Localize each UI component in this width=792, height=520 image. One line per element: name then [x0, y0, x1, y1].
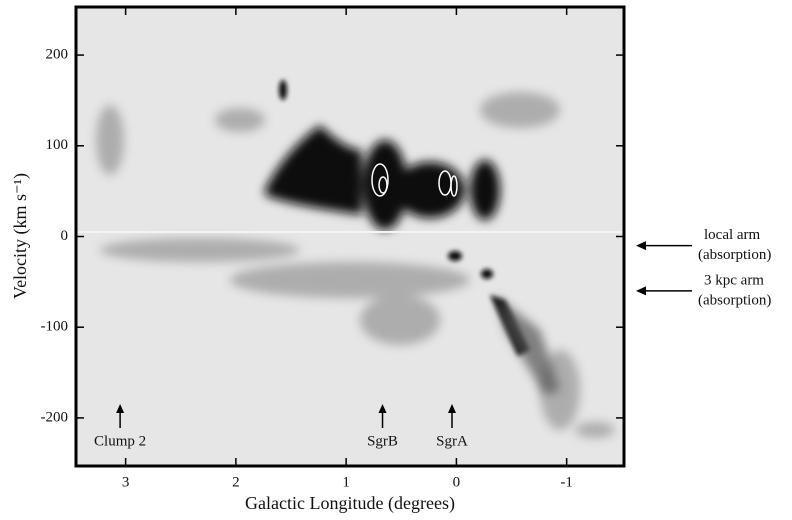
y-axis-label: Velocity (km s⁻¹) — [10, 173, 31, 299]
y-tick-label: 200 — [46, 47, 69, 63]
emission-map — [76, 80, 624, 438]
annotation-arrow-head — [447, 404, 456, 413]
y-tick-label: -200 — [41, 409, 69, 425]
annotation-arrow-head — [116, 404, 125, 413]
x-tick-label: 0 — [453, 474, 461, 490]
y-tick-label: 0 — [61, 228, 69, 244]
annotation-label: Clump 2 — [94, 433, 146, 449]
map-background — [76, 7, 624, 466]
annotation-label: SgrA — [436, 433, 468, 449]
x-tick-label: -1 — [560, 474, 573, 490]
annotation-arrow-head — [378, 404, 387, 413]
side-arrow-head — [636, 286, 646, 296]
y-tick-label: -100 — [41, 319, 69, 335]
side-annotation-label: local arm — [704, 227, 761, 243]
side-annotation-label: (absorption) — [698, 247, 771, 263]
x-tick-label: 2 — [232, 474, 240, 490]
side-arrow-head — [636, 241, 646, 251]
side-annotation-label: (absorption) — [698, 292, 771, 308]
x-tick-label: 1 — [342, 474, 350, 490]
x-axis-label: Galactic Longitude (degrees) — [245, 493, 455, 514]
side-annotation-label: 3 kpc arm — [704, 272, 764, 288]
y-tick-label: 100 — [46, 137, 69, 153]
x-tick-label: 3 — [122, 474, 130, 490]
annotation-label: SgrB — [367, 433, 398, 449]
